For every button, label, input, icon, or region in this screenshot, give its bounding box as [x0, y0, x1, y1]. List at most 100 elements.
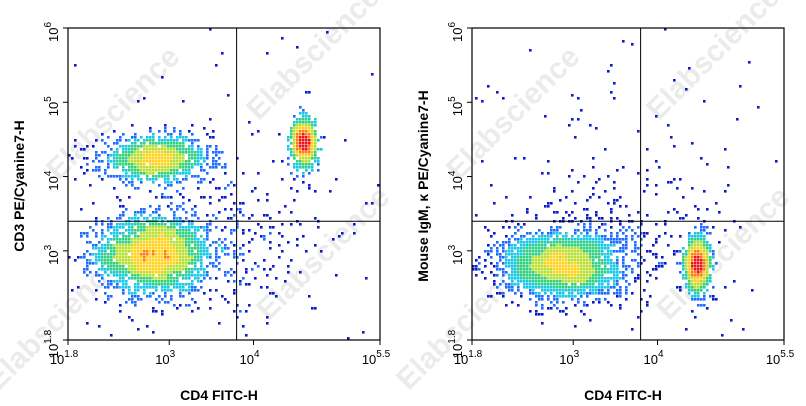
event-dot	[676, 286, 679, 289]
event-dot	[164, 154, 167, 157]
event-dot	[128, 160, 131, 163]
event-dot	[694, 295, 697, 298]
event-dot	[215, 277, 218, 280]
event-dot	[511, 214, 514, 217]
event-dot	[574, 244, 577, 247]
event-dot	[613, 244, 616, 247]
event-dot	[706, 262, 709, 265]
event-dot	[664, 223, 667, 226]
event-dot	[526, 208, 529, 211]
event-dot	[197, 163, 200, 166]
event-dot	[637, 253, 640, 256]
event-dot	[604, 262, 607, 265]
event-dot	[161, 139, 164, 142]
event-dot	[574, 136, 577, 139]
event-dot	[559, 286, 562, 289]
event-dot	[170, 280, 173, 283]
event-dot	[194, 157, 197, 160]
event-dot	[218, 151, 221, 154]
event-dot	[107, 253, 110, 256]
event-dot	[119, 214, 122, 217]
event-dot	[499, 256, 502, 259]
event-dot	[604, 286, 607, 289]
event-dot	[508, 244, 511, 247]
event-dot	[140, 262, 143, 265]
event-dot	[167, 244, 170, 247]
event-dot	[116, 142, 119, 145]
event-dot	[634, 277, 637, 280]
event-dot	[589, 289, 592, 292]
event-dot	[556, 262, 559, 265]
event-dot	[224, 187, 227, 190]
event-dot	[302, 160, 305, 163]
event-dot	[538, 262, 541, 265]
event-dot	[260, 286, 263, 289]
event-dot	[236, 226, 239, 229]
event-dot	[302, 163, 305, 166]
event-dot	[299, 130, 302, 133]
event-dot	[574, 325, 577, 328]
event-dot	[149, 139, 152, 142]
event-dot	[697, 271, 700, 274]
event-dot	[293, 139, 296, 142]
event-dot	[83, 268, 86, 271]
event-dot	[167, 133, 170, 136]
event-dot	[164, 250, 167, 253]
event-dot	[113, 268, 116, 271]
event-dot	[155, 223, 158, 226]
event-dot	[697, 274, 700, 277]
event-dot	[182, 238, 185, 241]
event-dot	[158, 136, 161, 139]
event-dot	[131, 163, 134, 166]
event-dot	[314, 154, 317, 157]
event-dot	[556, 283, 559, 286]
event-dot	[296, 163, 299, 166]
event-dot	[544, 274, 547, 277]
event-dot	[583, 175, 586, 178]
event-dot	[92, 253, 95, 256]
event-dot	[161, 277, 164, 280]
event-dot	[140, 259, 143, 262]
event-dot	[571, 190, 574, 193]
event-dot	[664, 28, 667, 31]
event-dot	[577, 256, 580, 259]
event-dot	[667, 211, 670, 214]
event-dot	[146, 235, 149, 238]
event-dot	[152, 178, 155, 181]
event-dot	[197, 151, 200, 154]
event-dot	[559, 295, 562, 298]
event-dot	[182, 139, 185, 142]
event-dot	[586, 265, 589, 268]
event-dot	[209, 28, 212, 31]
event-dot	[290, 187, 293, 190]
event-dot	[122, 223, 125, 226]
event-dot	[143, 268, 146, 271]
event-dot	[299, 121, 302, 124]
event-dot	[706, 271, 709, 274]
event-dot	[541, 268, 544, 271]
event-dot	[655, 241, 658, 244]
event-dot	[553, 295, 556, 298]
event-dot	[155, 160, 158, 163]
event-dot	[610, 226, 613, 229]
event-dot	[152, 238, 155, 241]
event-dot	[266, 322, 269, 325]
event-dot	[643, 289, 646, 292]
event-dot	[586, 304, 589, 307]
event-dot	[311, 142, 314, 145]
event-dot	[122, 244, 125, 247]
event-dot	[634, 259, 637, 262]
event-dot	[598, 250, 601, 253]
event-dot	[92, 145, 95, 148]
event-dot	[176, 208, 179, 211]
event-dot	[296, 136, 299, 139]
event-dot	[194, 154, 197, 157]
event-dot	[113, 256, 116, 259]
event-dot	[152, 310, 155, 313]
event-dot	[604, 277, 607, 280]
event-dot	[167, 184, 170, 187]
event-dot	[514, 259, 517, 262]
event-dot	[146, 256, 149, 259]
event-dot	[161, 253, 164, 256]
event-dot	[541, 253, 544, 256]
